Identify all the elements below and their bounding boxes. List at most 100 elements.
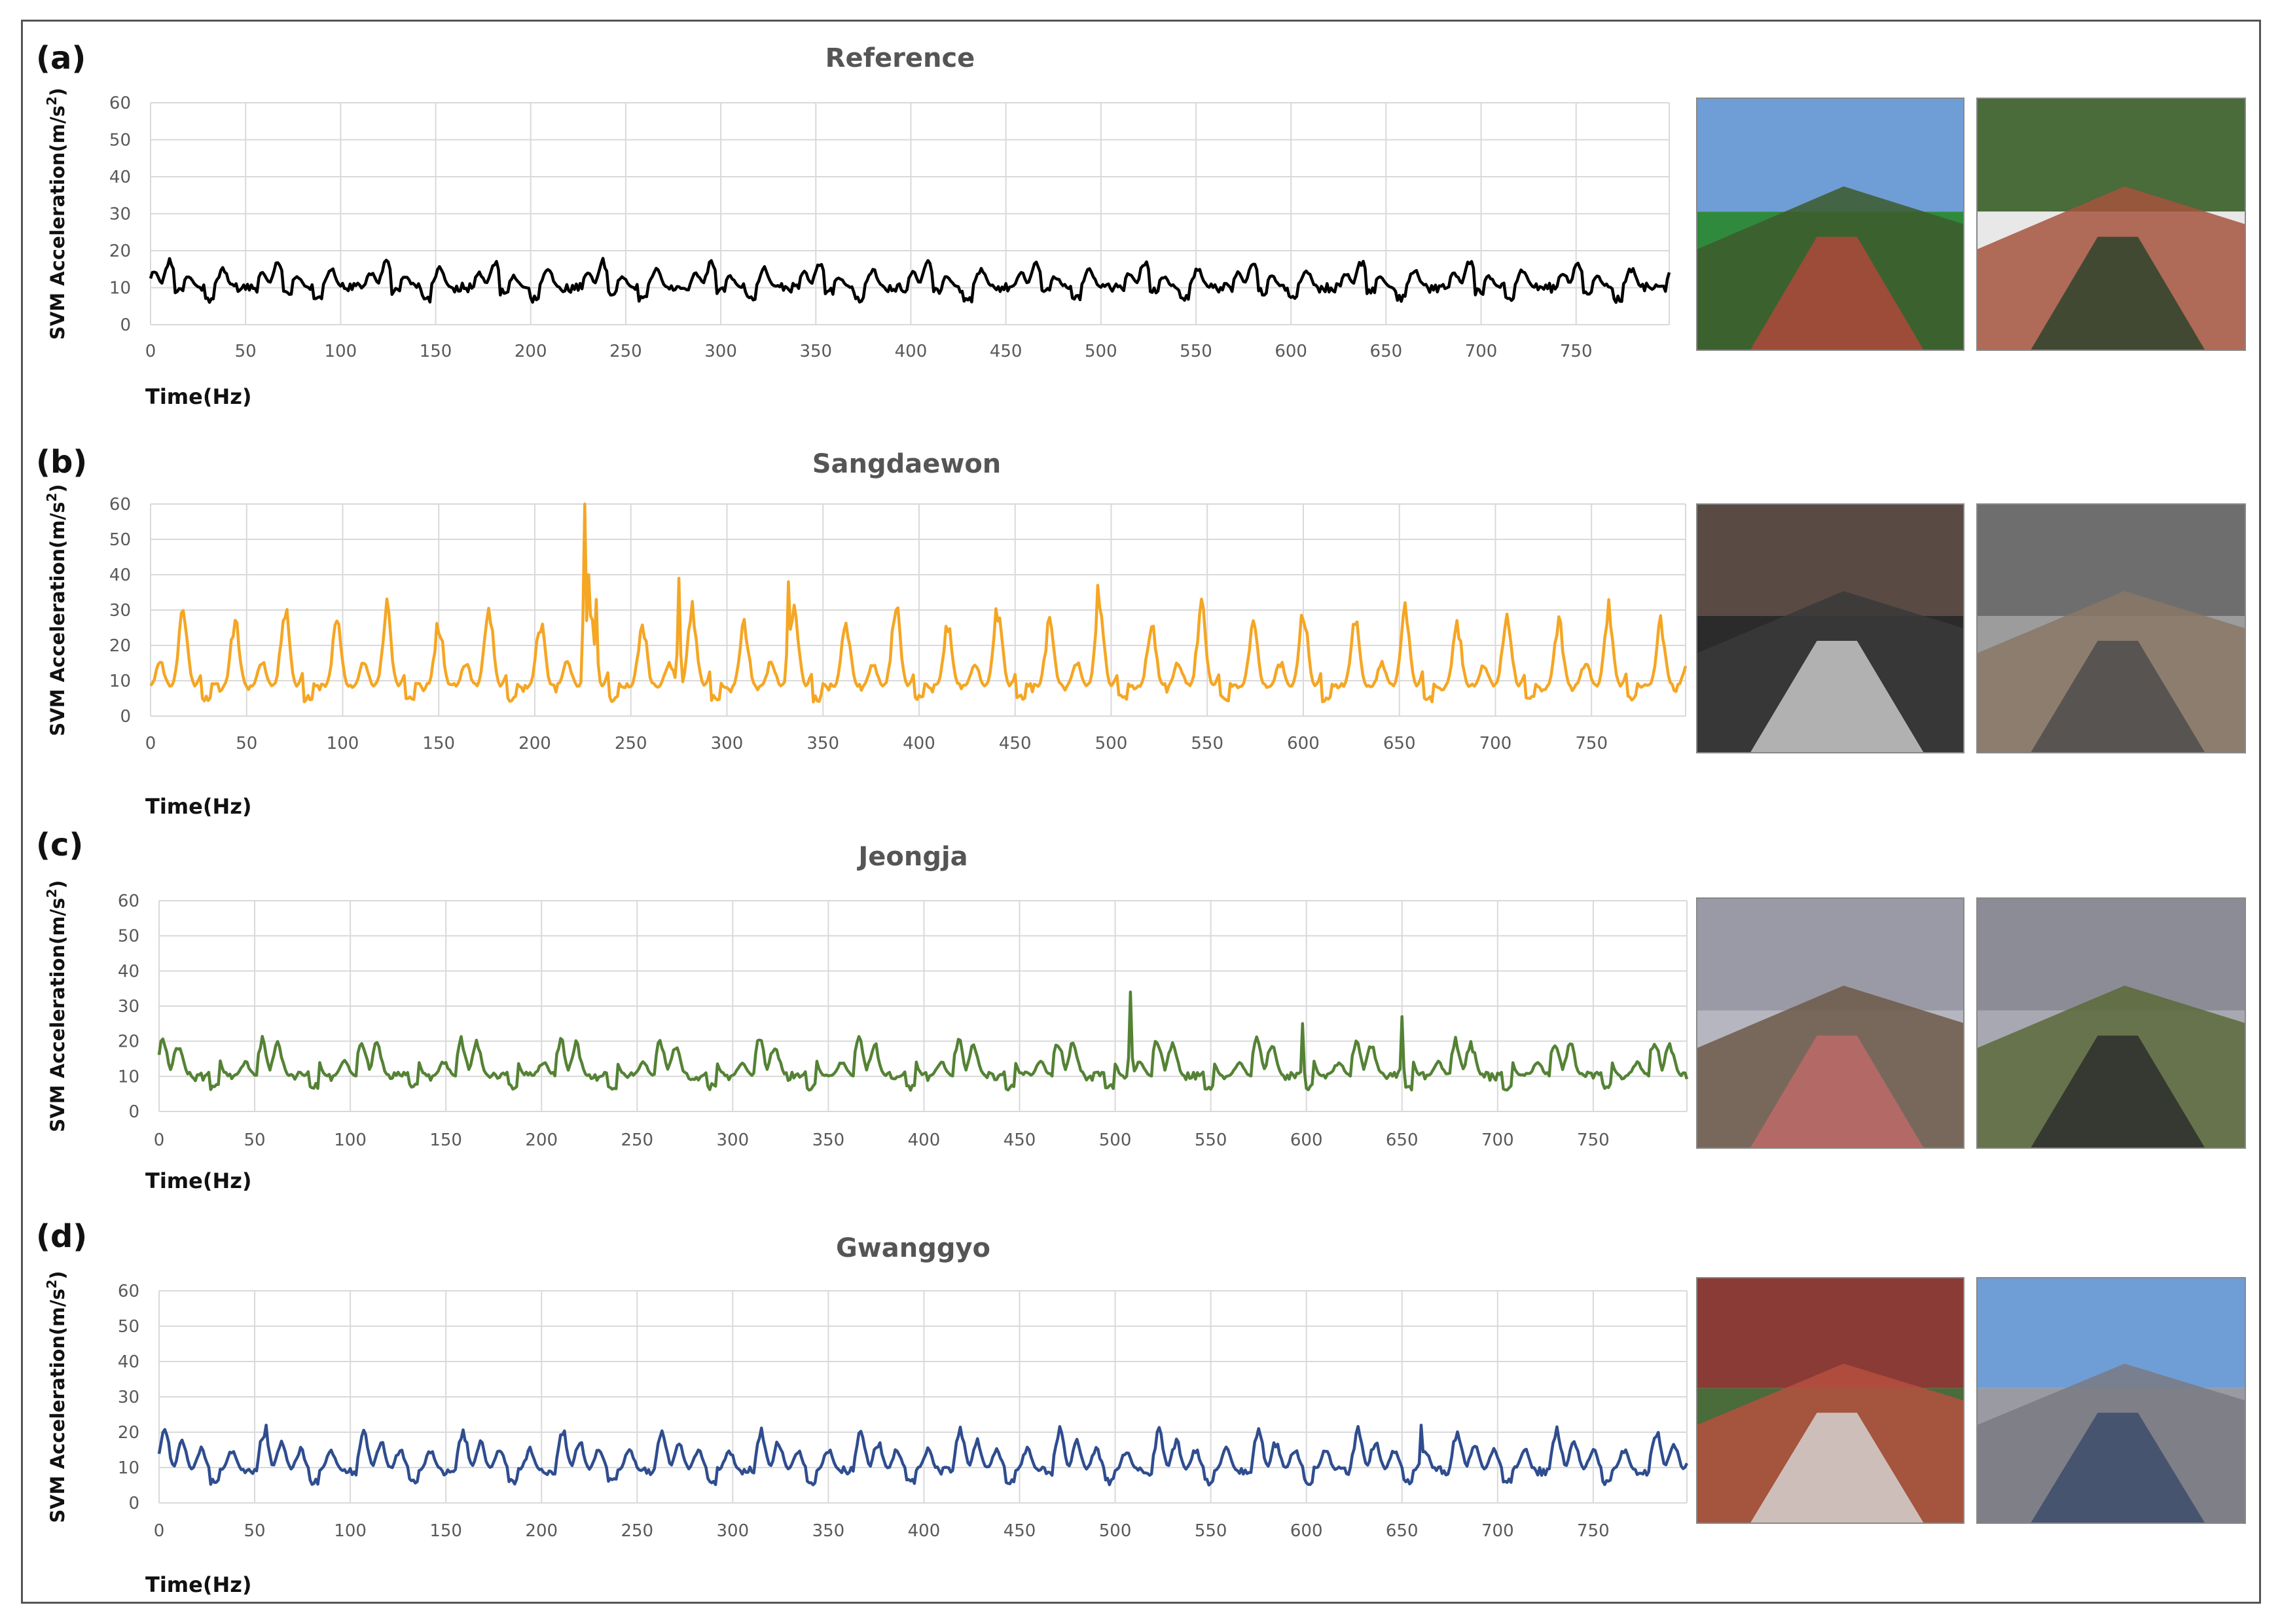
x-tick-label: 350 xyxy=(812,1130,845,1150)
photo-border xyxy=(1696,98,1964,351)
photo-region xyxy=(1750,641,1924,753)
x-tick-label: 250 xyxy=(615,734,647,753)
x-tick-label: 700 xyxy=(1481,1130,1514,1150)
x-axis-label: Time(Hz) xyxy=(145,794,252,819)
y-tick-label: 60 xyxy=(118,892,139,911)
x-tick-label: 600 xyxy=(1290,1521,1323,1541)
x-tick-label: 0 xyxy=(145,342,156,361)
x-tick-label: 100 xyxy=(327,734,359,753)
y-tick-label: 0 xyxy=(120,707,131,727)
x-tick-label: 550 xyxy=(1195,1130,1227,1150)
x-tick-label: 300 xyxy=(704,342,737,361)
x-tick-label: 550 xyxy=(1180,342,1212,361)
x-tick-label: 400 xyxy=(908,1521,941,1541)
panel-label: (a) xyxy=(36,40,86,77)
x-tick-label: 700 xyxy=(1479,734,1512,753)
x-tick-label: 350 xyxy=(812,1521,845,1541)
photo-border xyxy=(1696,897,1964,1149)
x-tick-label: 50 xyxy=(244,1130,266,1150)
x-tick-label: 300 xyxy=(717,1130,750,1150)
x-tick-label: 200 xyxy=(515,342,547,361)
y-tick-label: 30 xyxy=(118,1388,139,1407)
x-axis-label: Time(Hz) xyxy=(145,1572,252,1597)
x-tick-label: 500 xyxy=(1085,342,1117,361)
chart-title: Gwanggyo xyxy=(836,1233,990,1263)
photo-border xyxy=(1696,503,1964,753)
x-tick-label: 600 xyxy=(1287,734,1320,753)
photo-border xyxy=(1976,98,2246,351)
y-tick-label: 50 xyxy=(109,131,131,151)
x-tick-label: 750 xyxy=(1577,1521,1610,1541)
x-tick-label: 100 xyxy=(334,1521,367,1541)
photo-region xyxy=(2031,236,2205,350)
x-tick-label: 450 xyxy=(1004,1130,1036,1150)
x-tick-label: 650 xyxy=(1370,342,1403,361)
photo-region xyxy=(1750,1413,1924,1523)
x-tick-label: 300 xyxy=(717,1521,750,1541)
y-tick-label: 40 xyxy=(118,962,139,981)
y-tick-label: 50 xyxy=(118,927,139,947)
x-tick-label: 350 xyxy=(799,342,832,361)
x-tick-label: 600 xyxy=(1275,342,1307,361)
photo-border xyxy=(1976,897,2246,1149)
y-tick-label: 30 xyxy=(118,997,139,1017)
x-tick-label: 200 xyxy=(518,734,551,753)
x-tick-label: 0 xyxy=(145,734,156,753)
y-tick-label: 10 xyxy=(109,279,131,298)
x-tick-label: 500 xyxy=(1099,1521,1132,1541)
y-axis-label: SVM Acceleration(m/s2) xyxy=(44,880,69,1132)
x-tick-label: 750 xyxy=(1560,342,1593,361)
x-tick-label: 100 xyxy=(325,342,357,361)
series-line xyxy=(149,257,1671,304)
x-tick-label: 450 xyxy=(990,342,1022,361)
y-tick-label: 0 xyxy=(120,316,131,335)
y-tick-label: 20 xyxy=(109,636,131,656)
y-tick-label: 60 xyxy=(118,1282,139,1301)
x-tick-label: 450 xyxy=(999,734,1032,753)
x-tick-label: 500 xyxy=(1095,734,1128,753)
x-tick-label: 550 xyxy=(1191,734,1223,753)
x-tick-label: 250 xyxy=(609,342,642,361)
photo-region xyxy=(2031,1413,2205,1523)
x-tick-label: 50 xyxy=(244,1521,266,1541)
y-tick-label: 40 xyxy=(118,1352,139,1372)
y-tick-label: 10 xyxy=(118,1458,139,1478)
x-tick-label: 250 xyxy=(621,1521,653,1541)
y-tick-label: 50 xyxy=(109,530,131,550)
gwanggyo-plaza-photo xyxy=(1976,1277,2246,1524)
photo-region xyxy=(1750,1036,1924,1148)
x-tick-label: 300 xyxy=(711,734,744,753)
photo-region xyxy=(2031,641,2205,753)
y-tick-label: 0 xyxy=(128,1102,139,1122)
x-tick-label: 50 xyxy=(235,342,257,361)
jeongja-sidewalk-photo xyxy=(1696,897,1964,1149)
x-tick-label: 500 xyxy=(1099,1130,1132,1150)
x-tick-label: 0 xyxy=(154,1130,165,1150)
y-tick-label: 20 xyxy=(109,242,131,261)
y-tick-label: 20 xyxy=(118,1423,139,1443)
x-tick-label: 700 xyxy=(1481,1521,1514,1541)
x-tick-label: 100 xyxy=(334,1130,367,1150)
x-tick-label: 650 xyxy=(1383,734,1416,753)
x-tick-label: 350 xyxy=(806,734,839,753)
y-axis-label: SVM Acceleration(m/s2) xyxy=(44,484,69,736)
y-tick-label: 50 xyxy=(118,1317,139,1337)
x-tick-label: 450 xyxy=(1004,1521,1036,1541)
jeongja-bollards-photo xyxy=(1976,897,2246,1149)
x-axis-label: Time(Hz) xyxy=(145,384,252,409)
x-tick-label: 150 xyxy=(429,1130,462,1150)
x-tick-label: 750 xyxy=(1577,1130,1610,1150)
photo-region xyxy=(2031,1036,2205,1148)
x-tick-label: 150 xyxy=(429,1521,462,1541)
x-tick-label: 700 xyxy=(1465,342,1498,361)
y-tick-label: 40 xyxy=(109,566,131,585)
reference-stadium-photo xyxy=(1696,98,1964,351)
panel-label: (d) xyxy=(36,1218,87,1255)
x-tick-label: 400 xyxy=(908,1130,941,1150)
x-tick-label: 200 xyxy=(525,1130,558,1150)
x-tick-label: 150 xyxy=(420,342,452,361)
x-tick-label: 150 xyxy=(422,734,455,753)
